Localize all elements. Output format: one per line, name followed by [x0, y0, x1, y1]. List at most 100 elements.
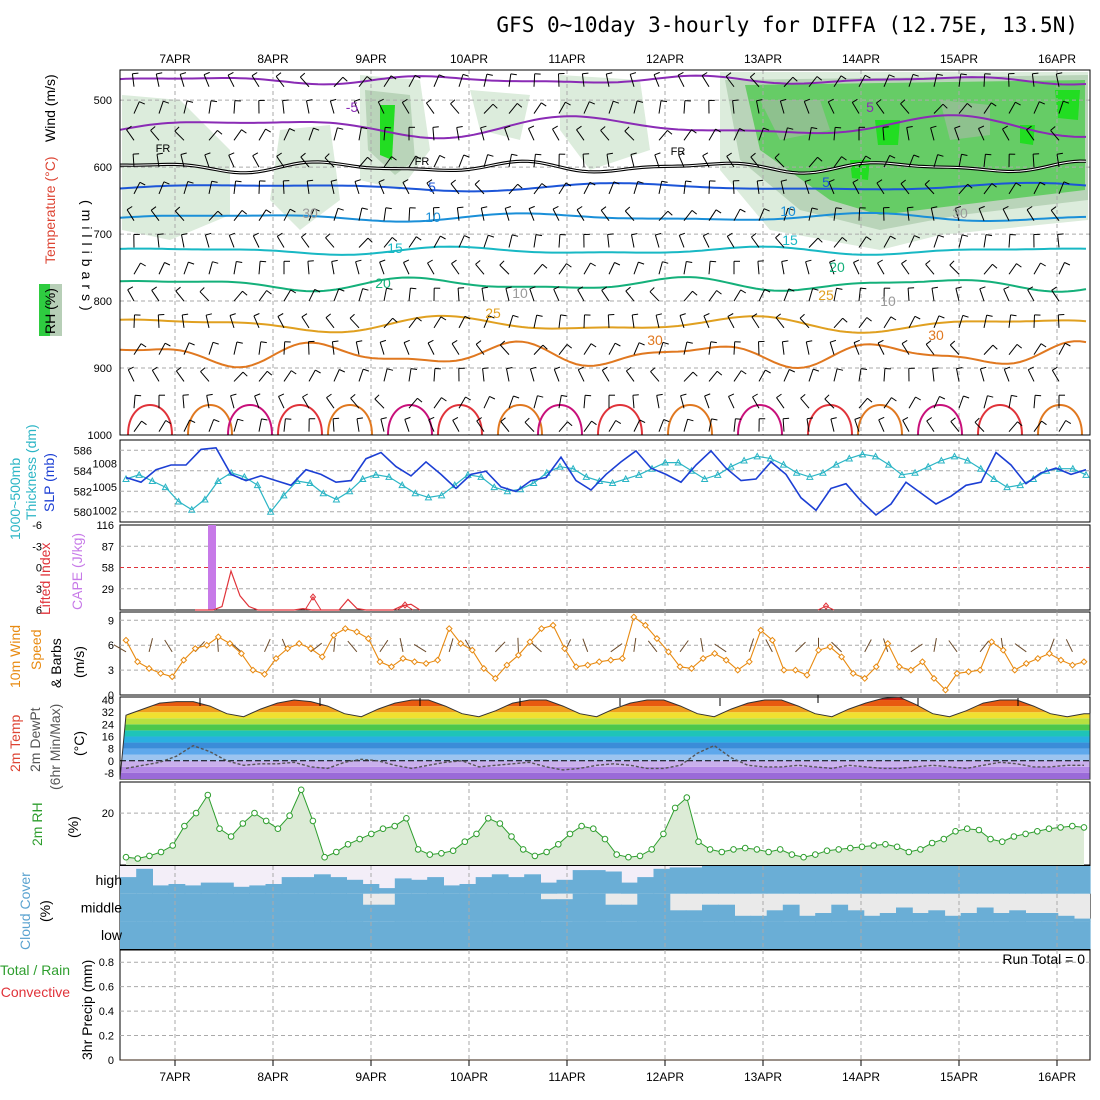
wind-barb-flag-351: [749, 72, 756, 78]
wind-barb-flag-267: [606, 72, 613, 75]
wind-barb-318: [683, 341, 688, 355]
wind10-label-c: & Barbs: [48, 638, 64, 688]
wind-barb-308: [677, 74, 685, 87]
wind-barb-208: [483, 396, 490, 409]
cloud-middle-bar-49: [912, 913, 929, 922]
wind-barb-67: [233, 371, 244, 382]
wind10-point-5: [180, 656, 188, 664]
rh2m-point-17: [321, 853, 328, 861]
wind10-point-23: [387, 663, 395, 671]
wind-barb-371: [781, 261, 785, 275]
wind-barb-flag-187: [450, 179, 457, 185]
thickness-point-16: [332, 495, 341, 503]
wind-barb-472: [949, 344, 960, 355]
wind-barb-245: [558, 263, 567, 275]
cloud-low-bar-46: [863, 921, 881, 949]
wind-barb-flag-178: [440, 316, 447, 321]
cloud-high-bar-1: [136, 868, 153, 894]
wind-barb-374: [781, 341, 785, 355]
wind-barb-flag-375: [782, 340, 789, 343]
wind-barb-flag-393: [840, 75, 847, 80]
wind-barb-flag-5: [139, 181, 146, 186]
wind-barb-flag-390: [813, 368, 820, 372]
wind-barb-186: [450, 183, 460, 195]
wind-barb-flag-167: [417, 397, 423, 403]
thickness-point-31: [529, 479, 538, 487]
cloud-high-bar-3: [168, 884, 186, 894]
wind-barb-flag-523: [1063, 181, 1070, 185]
date-label-top-1: 8APR: [257, 52, 289, 66]
wind-barb-flag-406: [830, 417, 837, 420]
pressure-tick-600: 600: [94, 162, 112, 174]
wind-barb-flag-423: [882, 126, 889, 128]
wind-barb-519: [1058, 101, 1064, 114]
cloud-middle-bar-1: [136, 893, 153, 922]
wind-barb-92: [283, 289, 292, 302]
wind-barb-309: [683, 100, 686, 114]
wind-barb-flag-210: [476, 417, 482, 422]
cloud-low-bar-39: [750, 921, 768, 949]
wind-barb-flag-295: [653, 71, 660, 76]
wind-barb-403: [833, 368, 838, 382]
wind-barb-flag-437: [906, 126, 913, 128]
cloud-middle-bar-15: [362, 904, 380, 922]
wind-barb-168: [433, 74, 440, 87]
wind-barb-449: [933, 103, 944, 114]
wind10-point-39: [572, 663, 580, 671]
thickness-point-14: [306, 479, 314, 487]
wind-barb-flag-421: [888, 74, 895, 78]
wind-barb-68: [230, 395, 235, 409]
wind-barb-flag-185: [456, 126, 463, 128]
wind-barb-385: [805, 261, 810, 275]
wind-barb-233: [533, 314, 538, 328]
wind-barb-295: [658, 100, 662, 114]
cloud-low-bar-35: [685, 921, 703, 949]
wind-barb-flag-115: [337, 127, 344, 130]
rh2m-point-44: [636, 852, 644, 860]
wind-barb-280: [629, 74, 635, 87]
contour-surface-loop-14: [917, 404, 963, 436]
upper-air-grid: [120, 70, 1090, 435]
wind-barb-flag-182: [428, 416, 435, 421]
thickness-point-39: [635, 470, 643, 478]
wind-barb-355: [758, 208, 765, 221]
wind-barb-411: [858, 207, 861, 221]
cloud-high-bar-36: [702, 866, 719, 894]
wind10-barb-54: [748, 638, 755, 652]
wind-barb-flag-127: [366, 76, 373, 81]
wind-barb-flag-335: [704, 393, 711, 397]
wind-barb-226: [528, 128, 535, 141]
wind-barb-flag-104: [313, 208, 320, 212]
wind-barb-flag-293: [632, 394, 639, 396]
wind-barb-157: [408, 155, 417, 168]
cloud-middle-bar-30: [605, 904, 622, 922]
wind-barb-5: [126, 209, 135, 221]
wind-barb-flag-101: [313, 127, 320, 131]
cloud-middle-bar-19: [427, 893, 444, 922]
wind-barb-flag-471: [955, 286, 962, 289]
wind-barb-flag-134: [355, 259, 362, 263]
wind-barb-flag-349: [728, 393, 735, 397]
wind-barb-flag-518: [1041, 420, 1047, 426]
wind-barb-402: [829, 342, 835, 355]
wind-barb-159: [408, 207, 411, 221]
rh2m-point-18: [333, 848, 340, 856]
contour-surface-loop-13: [857, 404, 903, 436]
wind-barb-138: [350, 397, 360, 409]
wind-barb-flag-189: [464, 235, 470, 239]
wind-barb-flag-192: [464, 315, 471, 320]
rh2m-point-1: [134, 855, 141, 862]
rh2m-point-20: [356, 835, 364, 843]
wind-barb-flag-56: [213, 419, 220, 423]
cloud-high-bar-21: [459, 884, 477, 894]
wind-barb-flag-136: [349, 313, 355, 319]
cloud-middle-bar-10: [281, 893, 299, 922]
cloud-high-bar-18: [411, 879, 428, 894]
cloud-high-bar-56: [1025, 866, 1043, 894]
wind-barb-255: [582, 154, 585, 168]
wind-barb-flag-114: [330, 98, 337, 102]
wind10-barb-2: [148, 638, 153, 652]
cloud-middle-bar-16: [378, 904, 396, 922]
wind-barb-406: [858, 75, 866, 87]
wind-barb-262: [583, 343, 592, 355]
